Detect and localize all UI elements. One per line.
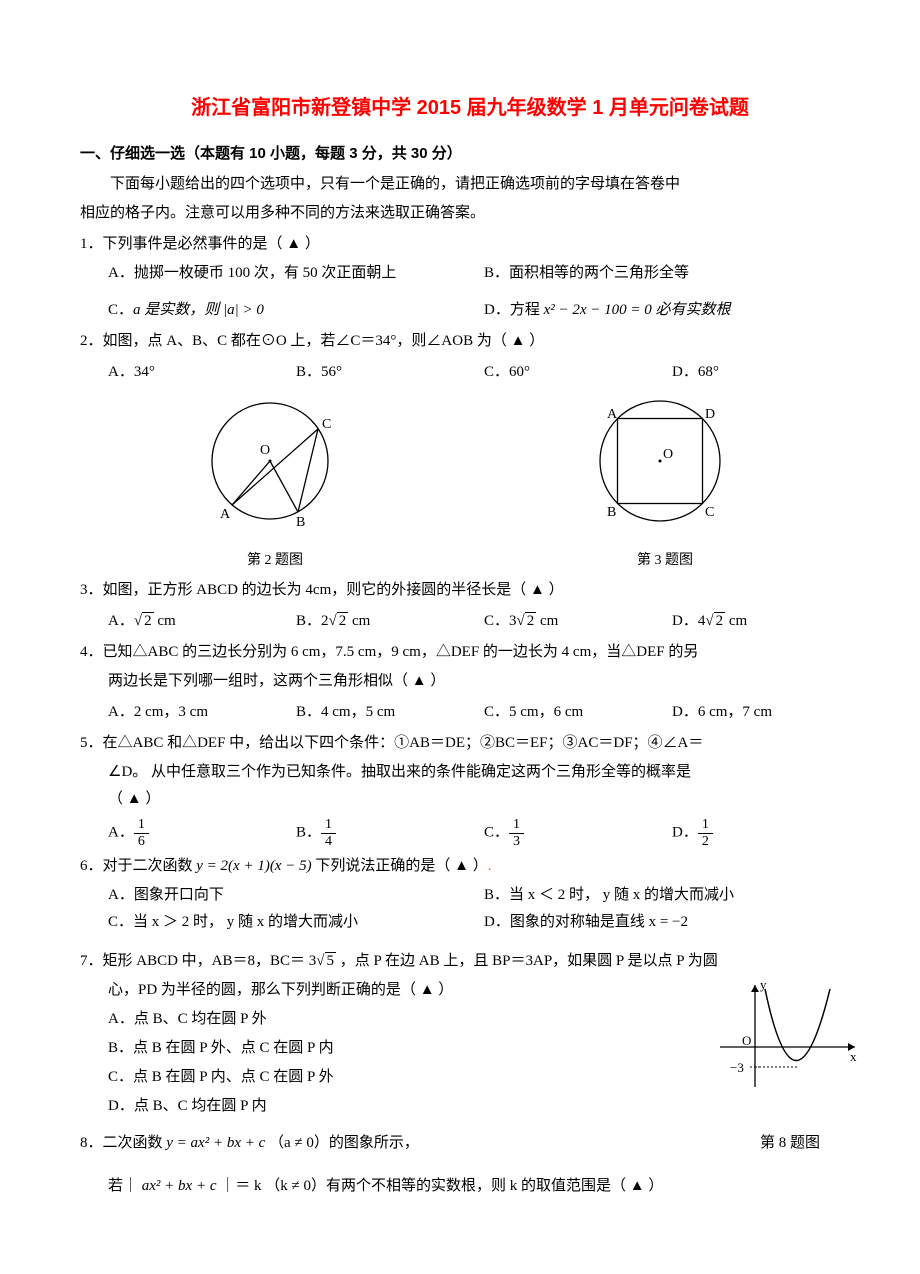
svg-text:D: D bbox=[705, 407, 715, 422]
question-6: 6．对于二次函数 y = 2(x + 1)(x − 5) 下列说法正确的是（ ▲… bbox=[80, 853, 860, 880]
q4-options: A．2 cm，3 cm B．4 cm，5 cm C．5 cm，6 cm D．6 … bbox=[108, 699, 860, 726]
svg-text:B: B bbox=[296, 515, 305, 530]
q4-option-b: B．4 cm，5 cm bbox=[296, 699, 484, 726]
q3-stem: 3．如图，正方形 ABCD 的边长为 4cm，则它的外接圆的半径长是 bbox=[80, 582, 511, 598]
svg-text:O: O bbox=[742, 1033, 751, 1048]
q2-option-d: D．68° bbox=[672, 359, 860, 386]
q8-caption: 第 8 题图 bbox=[760, 1130, 820, 1157]
figures-q2-q3: O A B C 第 2 题图 O A D B C 第 3 题图 bbox=[80, 396, 860, 573]
q2-option-c: C．60° bbox=[484, 359, 672, 386]
q5-option-b: B．14 bbox=[296, 817, 484, 849]
q2-caption: 第 2 题图 bbox=[190, 548, 360, 573]
svg-text:B: B bbox=[607, 505, 616, 520]
instructions-line-2: 相应的格子内。注意可以用多种不同的方法来选取正确答案。 bbox=[80, 200, 860, 227]
q5-blank-line: （ ▲ ） bbox=[108, 786, 860, 813]
q8-figure: y x O −3 bbox=[710, 977, 860, 1107]
q2-option-b: B．56° bbox=[296, 359, 484, 386]
question-1: 1．下列事件是必然事件的是（ ▲ ） bbox=[80, 231, 860, 258]
q4-stem-line1: 4．已知△ABC 的三边长分别为 6 cm，7.5 cm，9 cm，△DEF 的… bbox=[80, 644, 698, 660]
q5-option-a: A．16 bbox=[108, 817, 296, 849]
section-1-header: 一、仔细选一选（本题有 10 小题，每题 3 分，共 30 分） bbox=[80, 140, 860, 167]
q3-option-c: C．32 cm bbox=[484, 608, 672, 635]
svg-text:A: A bbox=[220, 507, 231, 522]
q1-option-d: D．方程 x² − 2x − 100 = 0 必有实数根 bbox=[484, 297, 860, 324]
q6-option-b: B．当 x ＜ 2 时， y 随 x 的增大而减小 bbox=[484, 882, 860, 909]
q3-caption: 第 3 题图 bbox=[580, 548, 750, 573]
q3-option-b: B．22 cm bbox=[296, 608, 484, 635]
q1-stem: 1．下列事件是必然事件的是 bbox=[80, 236, 268, 252]
q4-option-c: C．5 cm，6 cm bbox=[484, 699, 672, 726]
q3-options: A．2 cm B．22 cm C．32 cm D．42 cm bbox=[108, 608, 860, 635]
q1-option-c: C．a 是实数，则 |a| > 0 bbox=[108, 297, 484, 324]
q1-options-row2: C．a 是实数，则 |a| > 0 D．方程 x² − 2x − 100 = 0… bbox=[108, 297, 860, 324]
svg-text:C: C bbox=[322, 417, 331, 432]
q5-option-c: C．13 bbox=[484, 817, 672, 849]
q2-figure: O A B C 第 2 题图 bbox=[190, 396, 360, 573]
q2-stem: 2．如图，点 A、B、C 都在⊙O 上，若∠C＝34°，则∠AOB 为 bbox=[80, 333, 492, 349]
q6-option-c: C．当 x ＞ 2 时， y 随 x 的增大而减小 bbox=[108, 909, 484, 936]
q4-option-d: D．6 cm，7 cm bbox=[672, 699, 860, 726]
q5-option-d: D．12 bbox=[672, 817, 860, 849]
q2-options: A．34° B．56° C．60° D．68° bbox=[108, 359, 860, 386]
question-5: 5．在△ABC 和△DEF 中，给出以下四个条件：①AB＝DE；②BC＝EF；③… bbox=[80, 730, 860, 757]
question-8: 8．二次函数 y = ax² + bx + c （a ≠ 0）的图象所示， 第 … bbox=[80, 1130, 860, 1157]
svg-text:y: y bbox=[760, 977, 767, 992]
q3-option-d: D．42 cm bbox=[672, 608, 860, 635]
q8-parabola-diagram: y x O −3 bbox=[710, 977, 860, 1097]
q1-options-row1: A．抛掷一枚硬币 100 次，有 50 次正面朝上 B．面积相等的两个三角形全等 bbox=[108, 260, 860, 287]
question-2: 2．如图，点 A、B、C 都在⊙O 上，若∠C＝34°，则∠AOB 为（ ▲ ） bbox=[80, 328, 860, 355]
question-4: 4．已知△ABC 的三边长分别为 6 cm，7.5 cm，9 cm，△DEF 的… bbox=[80, 639, 860, 666]
q6-option-d: D．图象的对称轴是直线 x = −2 bbox=[484, 909, 860, 936]
question-7: 7．矩形 ABCD 中，AB＝8，BC＝ 35 ，点 P 在边 AB 上，且 B… bbox=[80, 948, 860, 975]
q4-option-a: A．2 cm，3 cm bbox=[108, 699, 296, 726]
svg-text:−3: −3 bbox=[730, 1060, 744, 1075]
question-3: 3．如图，正方形 ABCD 的边长为 4cm，则它的外接圆的半径长是（ ▲ ） bbox=[80, 577, 860, 604]
q4-stem-line2: 两边长是下列哪一组时，这两个三角形相似（ ▲ ） bbox=[108, 668, 860, 695]
q8-line2: 若｜ ax² + bx + c ｜＝ k （k ≠ 0）有两个不相等的实数根，则… bbox=[108, 1173, 860, 1200]
q6-options-row2: C．当 x ＞ 2 时， y 随 x 的增大而减小 D．图象的对称轴是直线 x … bbox=[108, 909, 860, 936]
svg-text:A: A bbox=[607, 407, 618, 422]
svg-text:O: O bbox=[663, 447, 673, 462]
instructions-line-1: 下面每小题给出的四个选项中，只有一个是正确的，请把正确选项前的字母填在答卷中 bbox=[80, 171, 860, 198]
q6-options-row1: A．图象开口向下 B．当 x ＜ 2 时， y 随 x 的增大而减小 bbox=[108, 882, 860, 909]
svg-text:C: C bbox=[705, 505, 714, 520]
q3-figure: O A D B C 第 3 题图 bbox=[580, 396, 750, 573]
exam-title: 浙江省富阳市新登镇中学 2015 届九年级数学 1 月单元问卷试题 bbox=[80, 90, 860, 126]
svg-text:O: O bbox=[260, 443, 270, 458]
q6-option-a: A．图象开口向下 bbox=[108, 882, 484, 909]
blank-marker: （ ▲ ） bbox=[268, 236, 320, 252]
q2-circle-diagram: O A B C bbox=[190, 396, 360, 536]
q5-options: A．16 B．14 C．13 D．12 bbox=[108, 817, 860, 849]
q1-option-b: B．面积相等的两个三角形全等 bbox=[484, 260, 860, 287]
q5-stem-line1: 5．在△ABC 和△DEF 中，给出以下四个条件：①AB＝DE；②BC＝EF；③… bbox=[80, 735, 703, 751]
q3-square-circle-diagram: O A D B C bbox=[580, 396, 750, 536]
q3-option-a: A．2 cm bbox=[108, 608, 296, 635]
q1-option-a: A．抛掷一枚硬币 100 次，有 50 次正面朝上 bbox=[108, 260, 484, 287]
q5-stem-line2: ∠D。 从中任意取三个作为已知条件。抽取出来的条件能确定这两个三角形全等的概率是 bbox=[108, 759, 860, 786]
q2-option-a: A．34° bbox=[108, 359, 296, 386]
svg-text:x: x bbox=[850, 1049, 857, 1064]
